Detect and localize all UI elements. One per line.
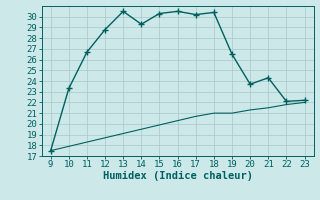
X-axis label: Humidex (Indice chaleur): Humidex (Indice chaleur) xyxy=(103,171,252,181)
